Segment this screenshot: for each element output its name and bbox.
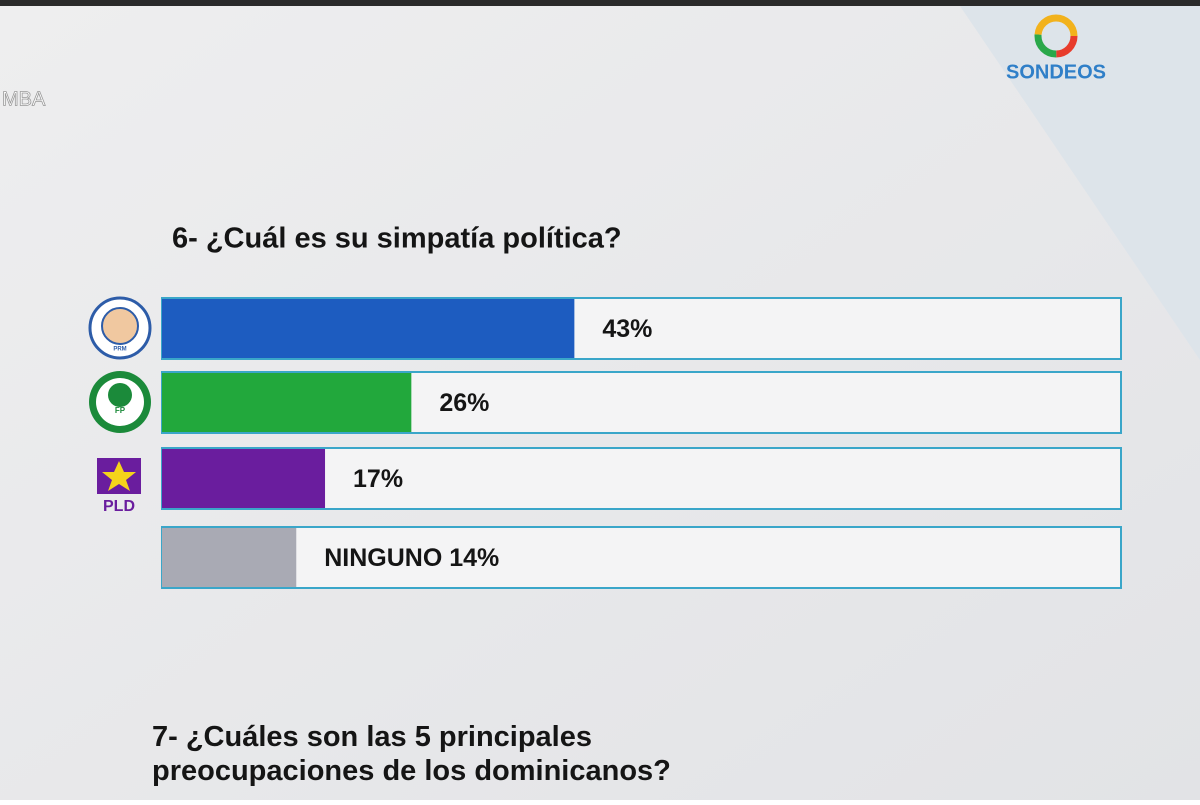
bar-frame xyxy=(161,526,1122,589)
logo-mark xyxy=(1034,14,1078,58)
next-question: 7- ¿Cuáles son las 5 principales preocup… xyxy=(152,721,671,787)
category-label: PRM xyxy=(113,347,126,353)
party-logo xyxy=(88,296,152,494)
top-edge xyxy=(0,0,1200,6)
bar xyxy=(162,299,575,358)
bar xyxy=(162,373,412,432)
next-question-box: 7- ¿Cuáles son las 5 principales preocup… xyxy=(152,721,671,787)
value-label: 43% xyxy=(602,315,652,343)
logo-text: SONDEOS xyxy=(1006,61,1106,83)
corner-shape xyxy=(960,6,1200,360)
category-label: PLD xyxy=(103,498,135,515)
category-label: FP xyxy=(115,406,126,415)
bar xyxy=(162,449,326,508)
value-label: 17% xyxy=(353,465,403,493)
bar xyxy=(162,528,297,587)
value-label: 26% xyxy=(439,389,489,417)
value-label: NINGUNO 14% xyxy=(324,544,499,572)
corner-text: MBA xyxy=(2,88,46,110)
chart-title: 6- ¿Cuál es su simpatía política? xyxy=(172,223,622,255)
